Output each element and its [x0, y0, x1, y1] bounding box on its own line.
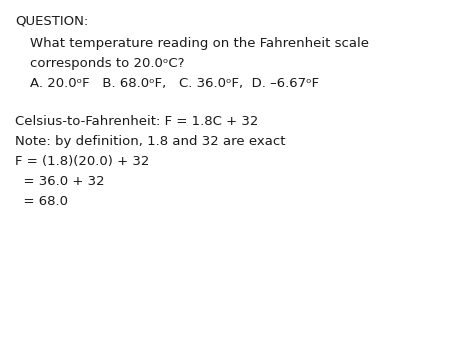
- Text: = 36.0 + 32: = 36.0 + 32: [15, 175, 104, 188]
- Text: Celsius-to-Fahrenheit: F = 1.8C + 32: Celsius-to-Fahrenheit: F = 1.8C + 32: [15, 115, 258, 128]
- Text: What temperature reading on the Fahrenheit scale: What temperature reading on the Fahrenhe…: [30, 37, 369, 50]
- Text: = 68.0: = 68.0: [15, 195, 68, 208]
- Text: QUESTION:: QUESTION:: [15, 15, 88, 28]
- Text: Note: by definition, 1.8 and 32 are exact: Note: by definition, 1.8 and 32 are exac…: [15, 135, 285, 148]
- Text: corresponds to 20.0ᵒC?: corresponds to 20.0ᵒC?: [30, 57, 184, 70]
- Text: A. 20.0ᵒF   B. 68.0ᵒF,   C. 36.0ᵒF,  D. –6.67ᵒF: A. 20.0ᵒF B. 68.0ᵒF, C. 36.0ᵒF, D. –6.67…: [30, 77, 319, 90]
- Text: F = (1.8)(20.0) + 32: F = (1.8)(20.0) + 32: [15, 155, 149, 168]
